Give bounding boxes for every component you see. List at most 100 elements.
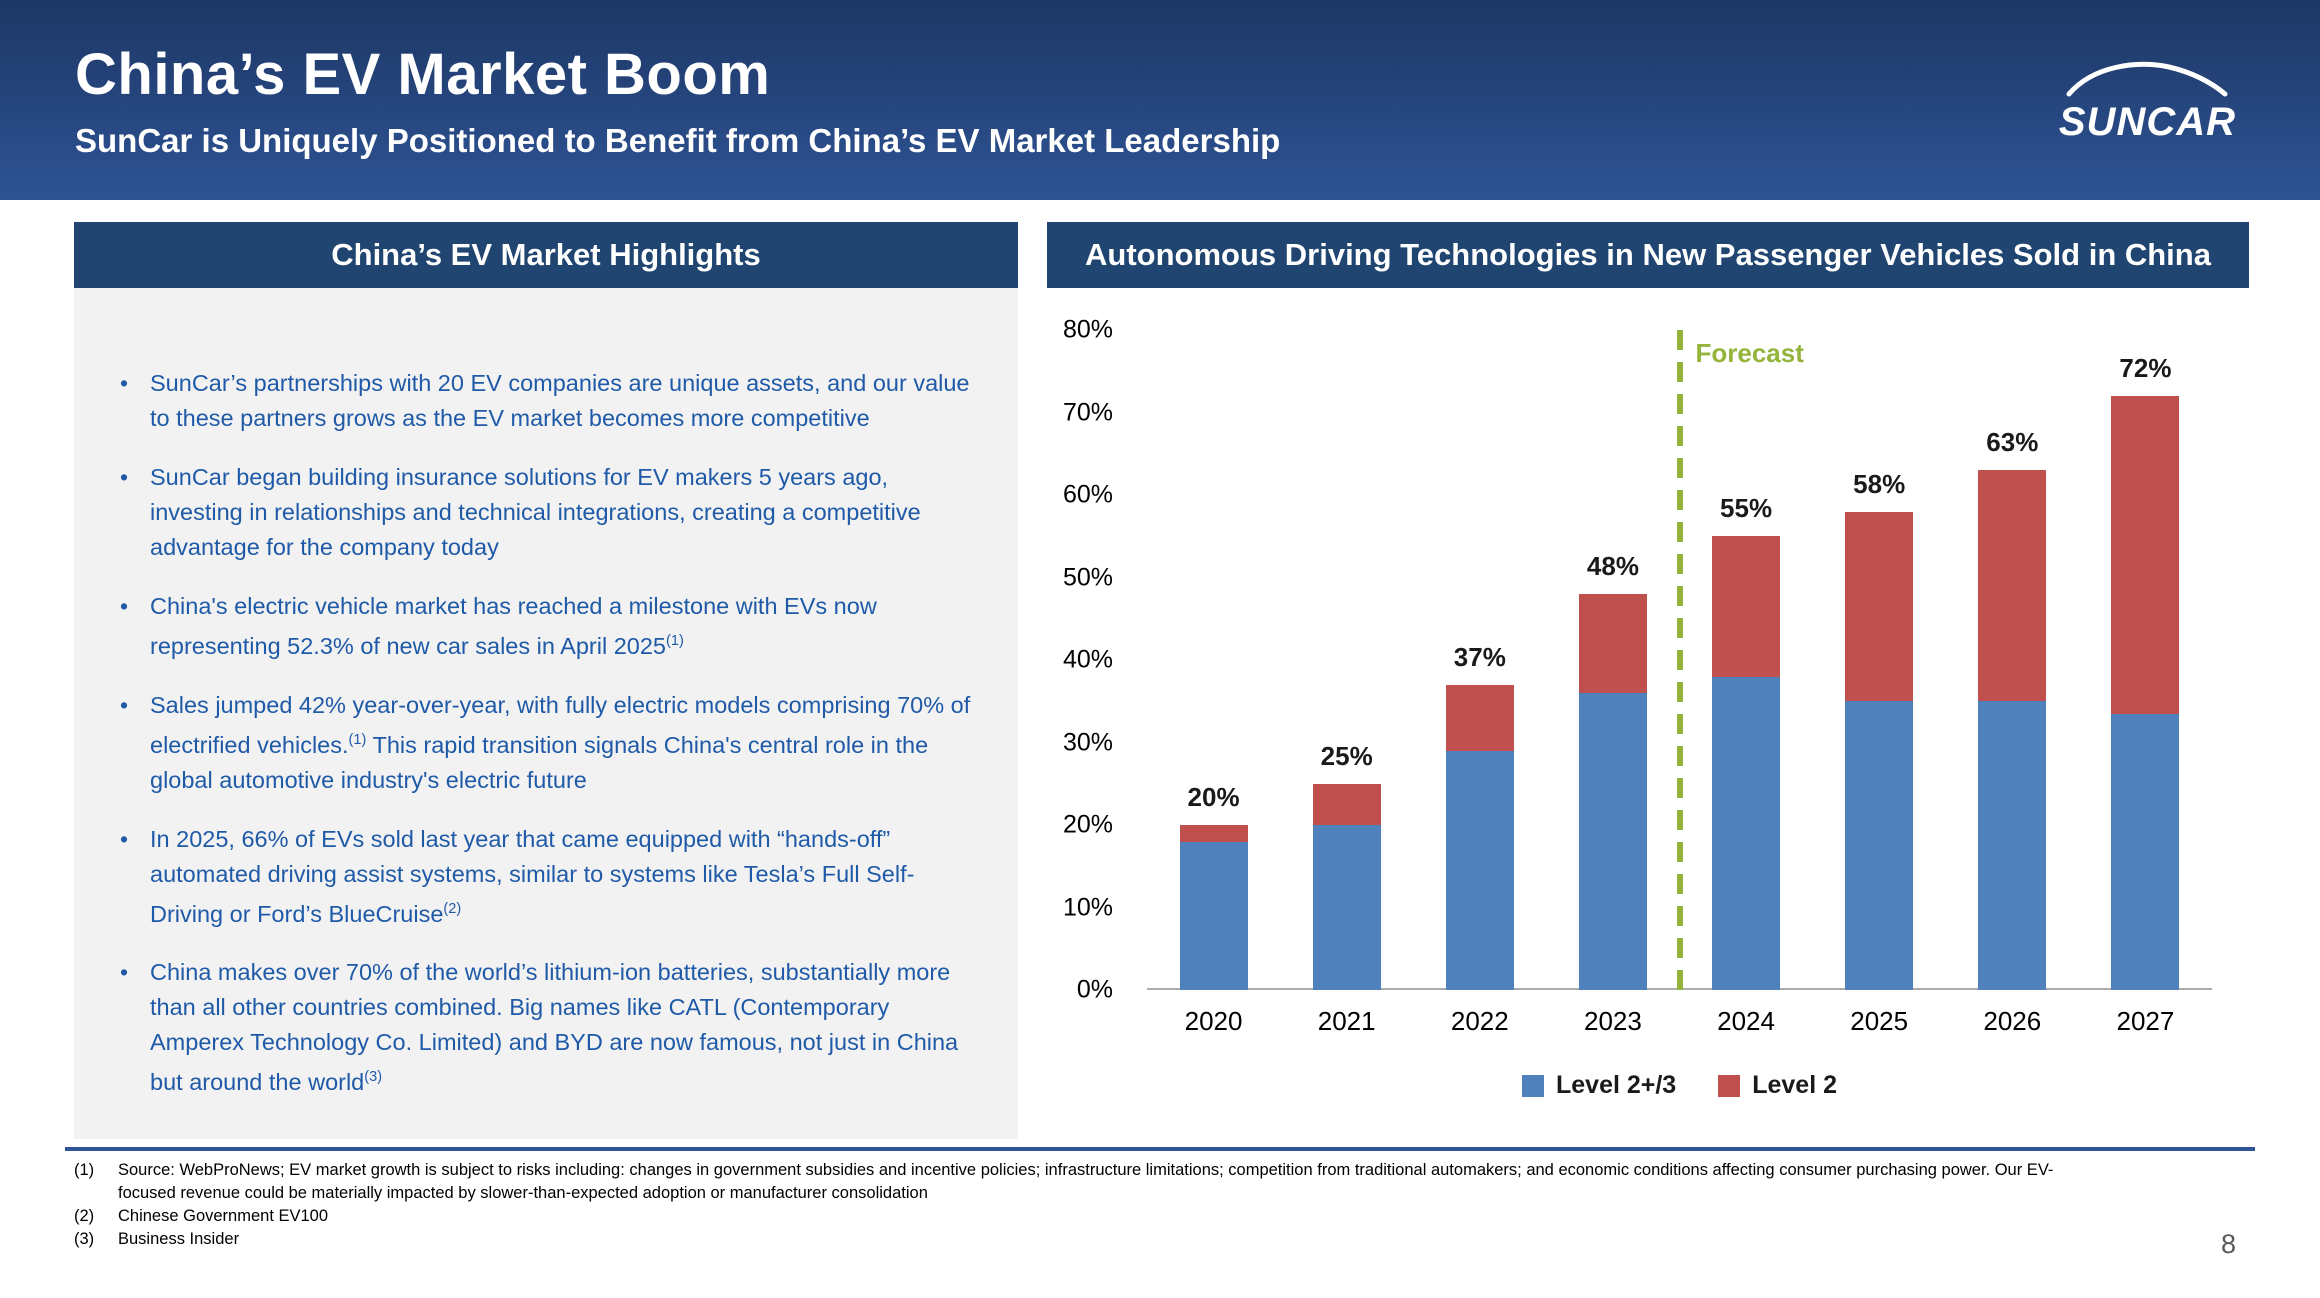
chart-column: 48%: [1546, 330, 1679, 990]
highlights-panel-body: SunCar’s partnerships with 20 EV compani…: [74, 288, 1018, 1139]
y-tick-label: 60%: [1062, 480, 1113, 509]
page-title: China’s EV Market Boom: [75, 41, 771, 107]
highlight-bullet: SunCar began building insurance solution…: [116, 460, 980, 565]
main-content: China’s EV Market Highlights SunCar’s pa…: [74, 222, 2249, 1139]
x-tick-label: 2022: [1450, 1006, 1509, 1036]
bar-stack: [1312, 783, 1381, 990]
bar-segment-level2: [1578, 594, 1647, 693]
bar-stack: [1578, 594, 1647, 990]
bar-segment-level2: [2111, 396, 2180, 714]
chart-panel: Autonomous Driving Technologies in New P…: [1047, 222, 2249, 1139]
footnote-text: Business Insider: [118, 1230, 240, 1248]
footnote-text: Chinese Government EV100: [118, 1207, 329, 1225]
y-tick-label: 10%: [1062, 893, 1113, 921]
bar-segment-level2: [1712, 536, 1781, 677]
stacked-bar-chart: 0% 10% 20% 30% 40% 50% 60% 70% 80% 20% 25% 37% 48% 5…: [1047, 288, 2249, 1100]
chart-legend: Level 2+/3 Level 2: [1147, 1071, 2212, 1100]
x-tick-label: 2025: [1850, 1006, 1909, 1036]
car-silhouette-icon: [2066, 61, 2228, 96]
page-number: 8: [2220, 1229, 2236, 1259]
chart-column: 55%: [1680, 330, 1813, 990]
chart-column: 37%: [1413, 330, 1546, 990]
y-tick-label: 0%: [1076, 975, 1113, 1004]
x-tick-label: 2024: [1717, 1006, 1775, 1036]
bar-segment-level2plus3: [1179, 841, 1248, 990]
highlight-bullet: In 2025, 66% of EVs sold last year that …: [116, 822, 980, 932]
chart-column: 25%: [1280, 330, 1413, 990]
bar-stack: [1445, 684, 1514, 990]
bar-total-label: 48%: [1586, 551, 1639, 581]
y-tick-label: 30%: [1062, 728, 1113, 756]
legend-swatch: [1718, 1074, 1741, 1097]
highlight-bullet: Sales jumped 42% year-over-year, with fu…: [116, 688, 980, 798]
footnote-marker: (3): [74, 1230, 95, 1248]
bar-segment-level2: [1978, 470, 2047, 702]
bar-segment-level2: [1845, 511, 1914, 702]
bar-stack: [1978, 470, 2047, 990]
bar-segment-level2plus3: [1712, 676, 1781, 990]
y-tick-label: 80%: [1062, 315, 1113, 344]
legend-item: Level 2: [1718, 1071, 1837, 1100]
bar-stack: [1845, 511, 1914, 990]
highlight-bullet: China's electric vehicle market has reac…: [116, 589, 980, 664]
legend-item: Level 2+/3: [1521, 1071, 1677, 1100]
bar-total-label: 25%: [1320, 740, 1373, 771]
chart-columns: 20% 25% 37% 48% 55% 58% 63% 72%: [1147, 330, 2212, 990]
x-tick-label: 2027: [2116, 1006, 2175, 1036]
page-subtitle: SunCar is Uniquely Positioned to Benefit…: [75, 121, 1281, 159]
legend-label: Level 2: [1752, 1071, 1837, 1099]
bar-stack: [2111, 396, 2180, 990]
bar-segment-level2: [1445, 684, 1514, 751]
footnote-ref: (3): [364, 1069, 383, 1086]
logo-text: SUNCAR: [2058, 99, 2236, 144]
chart-panel-header: Autonomous Driving Technologies in New P…: [1047, 222, 2249, 288]
slide-header: China’s EV Market Boom SunCar is Uniquel…: [0, 0, 2320, 200]
footnote-ref: (1): [666, 633, 684, 649]
bar-total-label: 37%: [1453, 641, 1506, 672]
chart-column: 20%: [1147, 330, 1280, 990]
chart-column: 72%: [2079, 330, 2212, 990]
footnotes: (1) Source: WebProNews; EV market growth …: [65, 1159, 2255, 1251]
bar-total-label: 72%: [2119, 353, 2172, 383]
bar-total-label: 58%: [1853, 468, 1906, 499]
legend-label: Level 2+/3: [1555, 1071, 1677, 1099]
y-tick-label: 70%: [1062, 398, 1113, 426]
footnote: (2) Chinese Government EV100: [74, 1205, 2255, 1228]
x-tick-label: 2026: [1983, 1006, 2042, 1036]
bar-stack: [1179, 825, 1248, 990]
bar-segment-level2plus3: [1312, 825, 1381, 990]
bar-segment-level2: [1179, 825, 1248, 842]
slide-footer: (1) Source: WebProNews; EV market growth …: [65, 1147, 2255, 1251]
highlight-bullet: China makes over 70% of the world’s lith…: [116, 955, 980, 1100]
footnote-text: Source: WebProNews; EV market growth is …: [118, 1161, 2054, 1202]
chart-x-axis: 2020 2021 2022 2023 2024 2025 2026 2027: [1147, 1006, 2212, 1037]
chart-column: 63%: [1946, 330, 2079, 990]
bar-segment-level2plus3: [1845, 701, 1914, 990]
footnote: (3) Business Insider: [74, 1228, 2255, 1251]
chart-plot-wrap: 0% 10% 20% 30% 40% 50% 60% 70% 80% 20% 25% 37% 48% 5…: [1063, 316, 2212, 1004]
footnote-marker: (2): [74, 1207, 95, 1225]
bar-segment-level2plus3: [1445, 750, 1514, 990]
highlights-list: SunCar’s partnerships with 20 EV compani…: [116, 366, 980, 1100]
footer-divider: [65, 1147, 2255, 1151]
y-tick-label: 50%: [1062, 563, 1113, 591]
legend-swatch: [1521, 1074, 1544, 1097]
x-tick-label: 2020: [1184, 1006, 1243, 1036]
bar-total-label: 55%: [1720, 493, 1773, 524]
suncar-logo: SUNCAR: [2059, 56, 2236, 145]
slide: China’s EV Market Boom SunCar is Uniquel…: [0, 0, 2320, 1251]
x-tick-label: 2021: [1317, 1006, 1376, 1036]
header-text: China’s EV Market Boom SunCar is Uniquel…: [75, 41, 1280, 160]
x-tick-label: 2023: [1584, 1006, 1642, 1036]
chart-column: 58%: [1813, 330, 1946, 990]
bar-segment-level2plus3: [1978, 701, 2047, 990]
highlights-panel: China’s EV Market Highlights SunCar’s pa…: [74, 222, 1018, 1139]
highlight-bullet: SunCar’s partnerships with 20 EV compani…: [116, 366, 980, 436]
bar-segment-level2plus3: [2111, 713, 2180, 990]
forecast-label: Forecast: [1695, 338, 1804, 368]
highlights-panel-header: China’s EV Market Highlights: [74, 222, 1018, 288]
footnote: (1) Source: WebProNews; EV market growth …: [74, 1159, 2255, 1205]
bar-stack: [1712, 536, 1781, 990]
bar-total-label: 20%: [1187, 782, 1240, 812]
bar-segment-level2plus3: [1578, 693, 1647, 990]
